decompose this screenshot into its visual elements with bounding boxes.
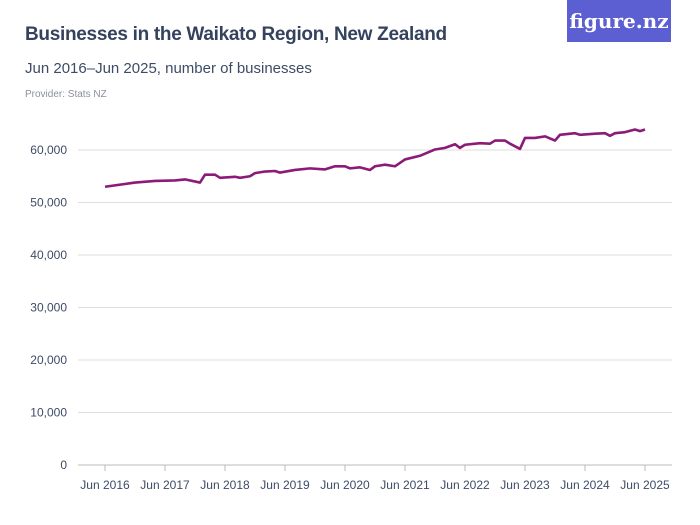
- x-tick-label: Jun 2023: [500, 478, 550, 492]
- y-tick-label: 30,000: [30, 301, 67, 315]
- x-tick-label: Jun 2024: [560, 478, 610, 492]
- chart-subtitle: Jun 2016–Jun 2025, number of businesses: [25, 60, 312, 77]
- x-tick-label: Jun 2018: [200, 478, 250, 492]
- figure-nz-logo[interactable]: figure.nz: [567, 0, 671, 42]
- provider-label: Provider: Stats NZ: [25, 89, 107, 100]
- series-line: [104, 128, 646, 189]
- x-tick-label: Jun 2025: [620, 478, 670, 492]
- y-tick-label: 60,000: [30, 143, 67, 157]
- x-tick-label: Jun 2022: [440, 478, 490, 492]
- x-tick-label: Jun 2017: [140, 478, 190, 492]
- y-tick-label: 20,000: [30, 353, 67, 367]
- y-tick-label: 10,000: [30, 406, 67, 420]
- y-tick-label: 40,000: [30, 248, 67, 262]
- x-tick-label: Jun 2021: [380, 478, 430, 492]
- y-tick-label: 50,000: [30, 196, 67, 210]
- x-tick-label: Jun 2020: [320, 478, 370, 492]
- x-tick-label: Jun 2019: [260, 478, 310, 492]
- x-tick-label: Jun 2016: [80, 478, 130, 492]
- y-tick-label: 0: [60, 458, 67, 472]
- chart-title: Businesses in the Waikato Region, New Ze…: [25, 24, 447, 45]
